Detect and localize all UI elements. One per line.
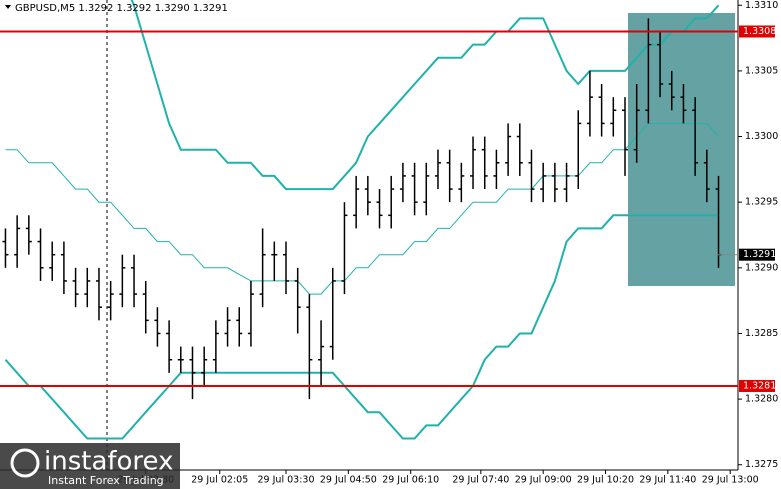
band-middle [5,122,719,295]
x-tick-label: 29 Jul 07:40 [452,475,509,486]
x-tick-label: 29 Jul 09:00 [515,475,572,486]
current-price-label: 1.3291 [743,249,776,260]
y-tick-label: 1.3310 [745,0,778,11]
watermark-icon [10,448,40,478]
level-label: 1.3308 [743,26,776,37]
y-tick-label: 1.3305 [745,65,778,76]
level-label: 1.3281 [743,380,776,391]
band-upper [130,0,720,191]
watermark-brand: instaforex [44,447,173,477]
watermark-tagline: Instant Forex Trading [48,474,164,487]
y-tick-label: 1.3295 [745,197,778,208]
level-label-bg [739,379,775,392]
x-tick-label: 29 Jul 02:05 [191,475,248,486]
y-tick-label: 1.3285 [745,328,778,339]
y-tick-label: 1.3275 [745,459,778,470]
watermark: instaforex Instant Forex Trading [0,443,180,489]
highlight-box [628,13,735,286]
band-lower [4,214,719,440]
x-tick-label: 29 Jul 06:10 [382,475,439,486]
y-tick-label: 1.3300 [745,131,778,142]
x-tick-label: 29 Jul 03:30 [258,475,315,486]
y-tick-label: 1.3290 [745,262,778,273]
x-tick-label: 29 Jul 11:40 [639,475,696,486]
current-price-bg [739,248,775,261]
x-tick-label: 29 Jul 13:00 [702,475,759,486]
header-arrow [5,5,11,9]
x-tick-label: 29 Jul 04:50 [320,475,377,486]
x-tick-label: 29 Jul 10:20 [577,475,634,486]
level-label-bg [739,25,775,38]
plot-area [2,0,722,440]
chart-title: GBPUSD,M5 1.3292 1.3292 1.3290 1.3291 [15,3,228,14]
y-tick-label: 1.3280 [745,394,778,405]
